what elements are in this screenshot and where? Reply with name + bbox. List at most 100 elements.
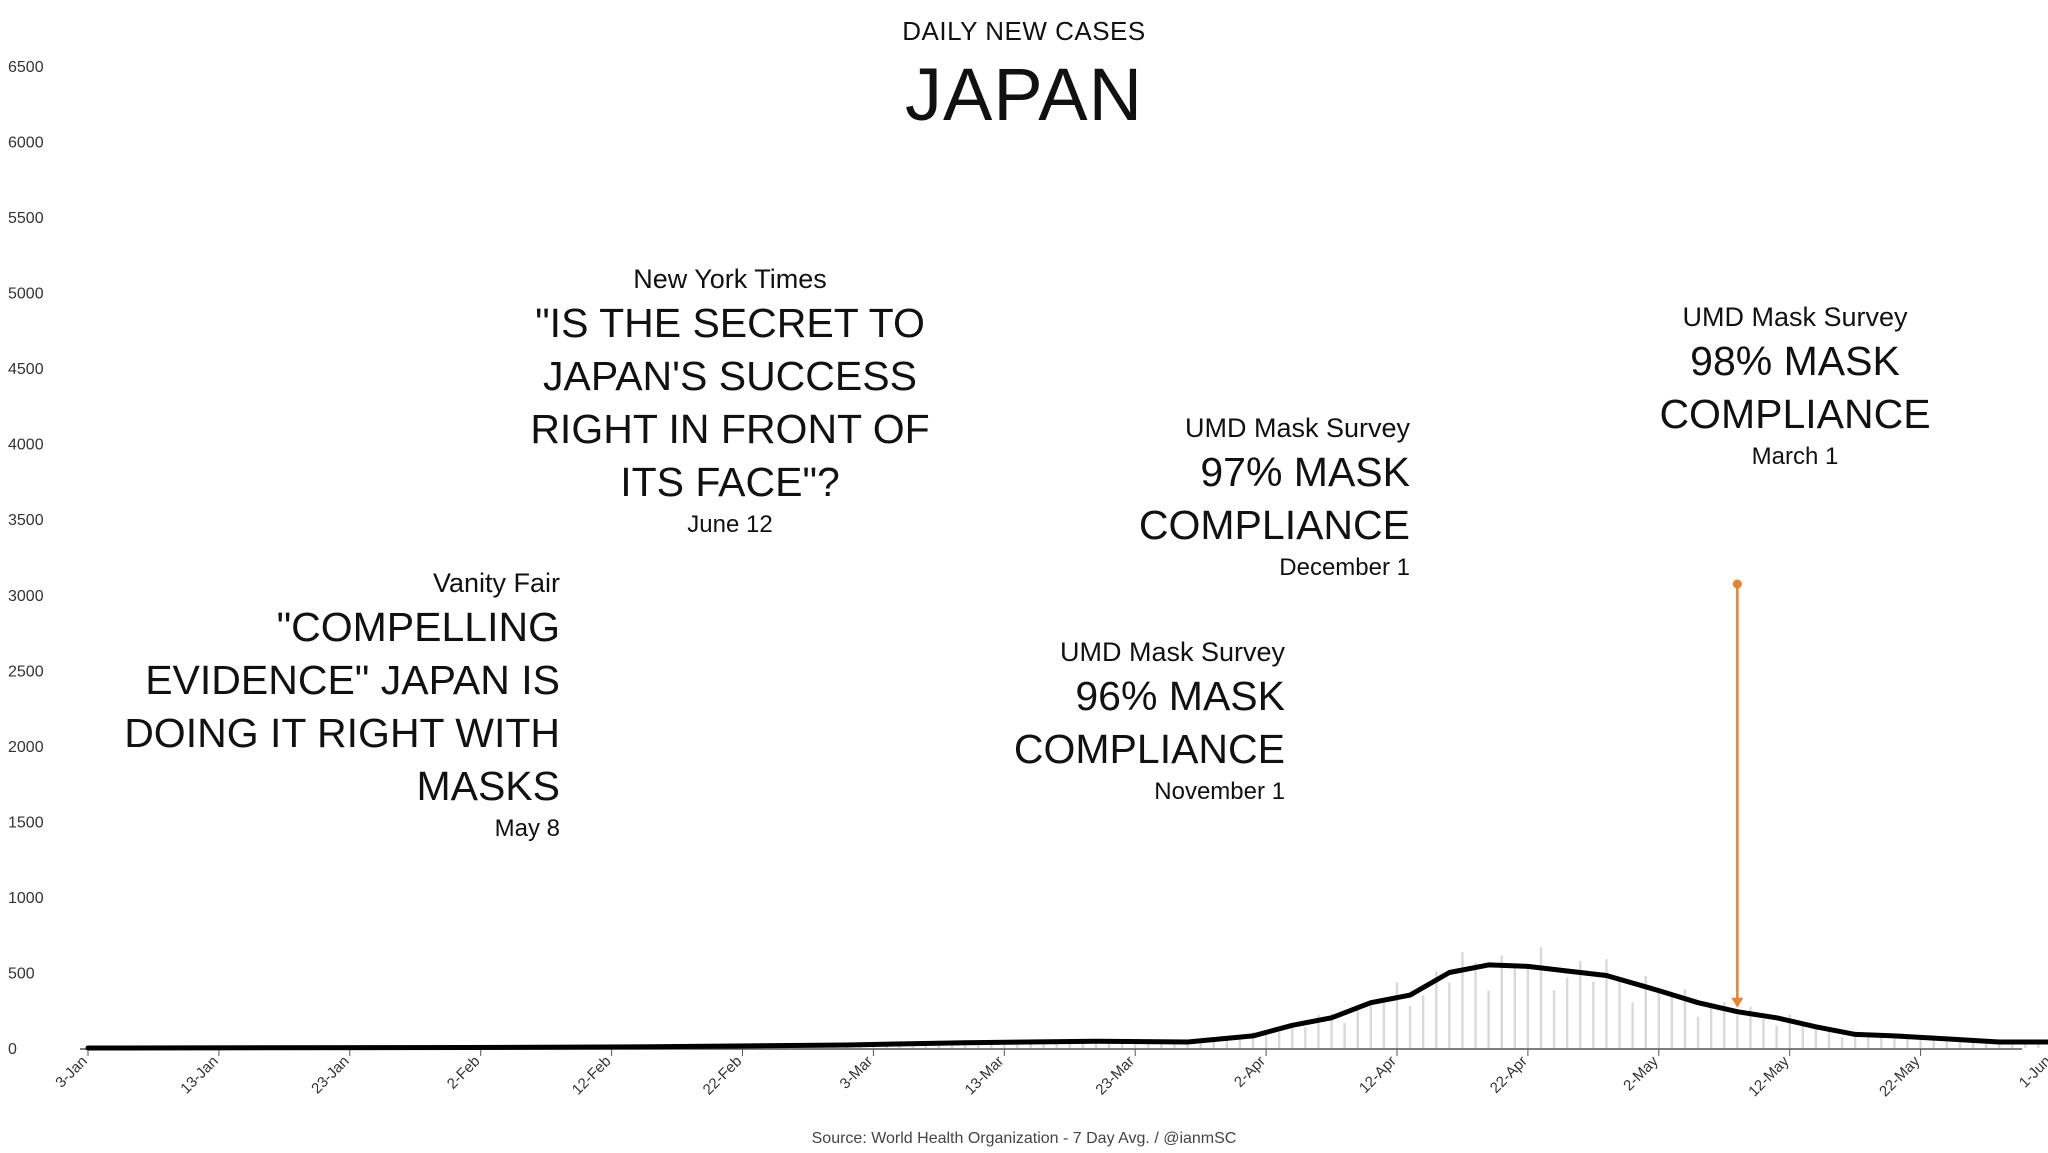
annotation-source: UMD Mask Survey	[1059, 637, 1285, 667]
daily-bar	[1762, 1019, 1765, 1048]
y-tick-label: 5500	[8, 210, 44, 227]
daily-bar	[1657, 991, 1660, 1048]
x-tick-label: 22-Apr	[1487, 1053, 1531, 1097]
daily-bar	[1474, 962, 1477, 1048]
daily-bar	[1369, 1004, 1373, 1048]
daily-bar	[1631, 1002, 1634, 1048]
annotation-arrow-head	[1731, 997, 1744, 1008]
annotation-arrows	[1731, 579, 1744, 1008]
daily-bar	[1565, 977, 1569, 1048]
daily-bar	[1814, 1026, 1818, 1048]
daily-bar	[1225, 1038, 1229, 1048]
daily-bar	[1696, 1016, 1700, 1048]
daily-bar	[1448, 982, 1451, 1048]
y-tick-label: 2000	[8, 739, 44, 756]
daily-bar	[1251, 1031, 1255, 1048]
x-tick-label: 23-Jan	[308, 1053, 352, 1097]
y-tick-label: 2500	[8, 663, 44, 680]
daily-bar	[1356, 1004, 1359, 1048]
daily-bar	[1081, 1041, 1085, 1048]
daily-bar	[1736, 1015, 1739, 1048]
daily-bar	[1840, 1037, 1844, 1048]
x-tick-label: 22-Feb	[700, 1053, 746, 1099]
daily-bar	[1539, 947, 1543, 1048]
cases-line	[85, 962, 2048, 1051]
daily-bar	[1526, 965, 1530, 1048]
annotation-headline: 96% MASK COMPLIANCE	[1013, 673, 1285, 772]
daily-bar	[1016, 1043, 1019, 1048]
daily-bar	[1906, 1038, 1909, 1048]
daily-bar	[976, 1042, 980, 1048]
daily-bar	[1513, 967, 1517, 1048]
daily-bar	[1421, 995, 1425, 1048]
x-tick-label: 2-May	[1620, 1052, 1662, 1094]
daily-bar	[1644, 976, 1647, 1048]
daily-bar	[1343, 1023, 1346, 1048]
daily-bar	[1801, 1024, 1804, 1048]
daily-bar	[1461, 952, 1464, 1048]
daily-bar	[1579, 960, 1582, 1048]
annotation-headline: "IS THE SECRET TO JAPAN'S SUCCESS RIGHT …	[530, 300, 930, 505]
daily-bar	[1788, 1014, 1791, 1048]
daily-bar	[1304, 1027, 1307, 1048]
daily-bar	[1134, 1042, 1137, 1048]
daily-bar	[2024, 1042, 2027, 1048]
daily-bar	[1984, 1043, 1988, 1048]
y-tick-label: 4000	[8, 437, 44, 454]
x-tick-label: 2-Apr	[1231, 1053, 1269, 1091]
x-tick-label: 1-Jun	[2016, 1053, 2048, 1092]
daily-bar	[1330, 1013, 1333, 1048]
y-tick-label: 6500	[8, 59, 44, 76]
x-tick-label: 3-Jan	[52, 1053, 91, 1092]
daily-bar	[1435, 971, 1438, 1048]
daily-bar	[1160, 1043, 1163, 1048]
daily-bar	[1605, 959, 1608, 1048]
daily-bar	[1893, 1033, 1896, 1048]
annotation-source: UMD Mask Survey	[1682, 302, 1908, 332]
annotation-umd-nov: UMD Mask Survey 96% MASK COMPLIANCE Nove…	[980, 637, 1285, 806]
annotation-date: December 1	[1279, 554, 1410, 581]
daily-bar	[1683, 989, 1687, 1048]
daily-bar	[1238, 1038, 1242, 1048]
annotation-headline: 97% MASK COMPLIANCE	[1138, 449, 1410, 548]
daily-bar	[1264, 1034, 1268, 1048]
annotation-nyt: New York Times "IS THE SECRET TO JAPAN'S…	[520, 264, 940, 539]
annotation-umd-dec: UMD Mask Survey 97% MASK COMPLIANCE Dece…	[1100, 413, 1410, 582]
daily-bar	[1880, 1036, 1883, 1048]
daily-bar	[1775, 1025, 1778, 1048]
source-note: Source: World Health Organization - 7 Da…	[811, 1130, 1237, 1147]
annotation-headline: "COMPELLING EVIDENCE" JAPAN IS DOING IT …	[124, 604, 560, 809]
daily-bar	[937, 1043, 941, 1048]
daily-bar	[1618, 981, 1621, 1048]
annotation-source: New York Times	[633, 264, 827, 294]
cases-line-layer	[85, 962, 2048, 1051]
x-tick-label: 22-May	[1876, 1052, 1924, 1100]
y-tick-label: 3500	[8, 512, 44, 529]
daily-bar	[1173, 1040, 1176, 1048]
annotation-date: June 12	[687, 511, 773, 538]
daily-bar	[1670, 992, 1674, 1048]
daily-bar	[1500, 955, 1503, 1048]
daily-bar	[990, 1043, 993, 1048]
daily-bar	[1003, 1041, 1006, 1048]
daily-bar	[1723, 1001, 1726, 1048]
y-tick-label: 4500	[8, 361, 44, 378]
x-tick-label: 2-Feb	[444, 1053, 484, 1093]
x-tick-label: 23-Mar	[1092, 1053, 1138, 1099]
y-tick-label: 500	[8, 965, 35, 982]
daily-bar	[1487, 990, 1490, 1048]
daily-bar	[1997, 1041, 2001, 1048]
y-tick-label: 1500	[8, 814, 44, 831]
annotation-date: May 8	[494, 815, 560, 842]
annotation-source: UMD Mask Survey	[1184, 413, 1410, 443]
daily-bar	[1827, 1027, 1831, 1048]
x-tick-label: 12-Apr	[1356, 1053, 1400, 1097]
chart-subtitle: DAILY NEW CASES	[902, 16, 1146, 46]
daily-bar	[1382, 1001, 1386, 1048]
daily-bar	[1945, 1039, 1948, 1048]
x-tick-label: 13-Mar	[962, 1053, 1008, 1099]
annotation-date: November 1	[1154, 778, 1285, 805]
daily-bar	[1212, 1039, 1215, 1048]
daily-bar	[1709, 1006, 1713, 1048]
daily-bar	[1199, 1042, 1202, 1048]
